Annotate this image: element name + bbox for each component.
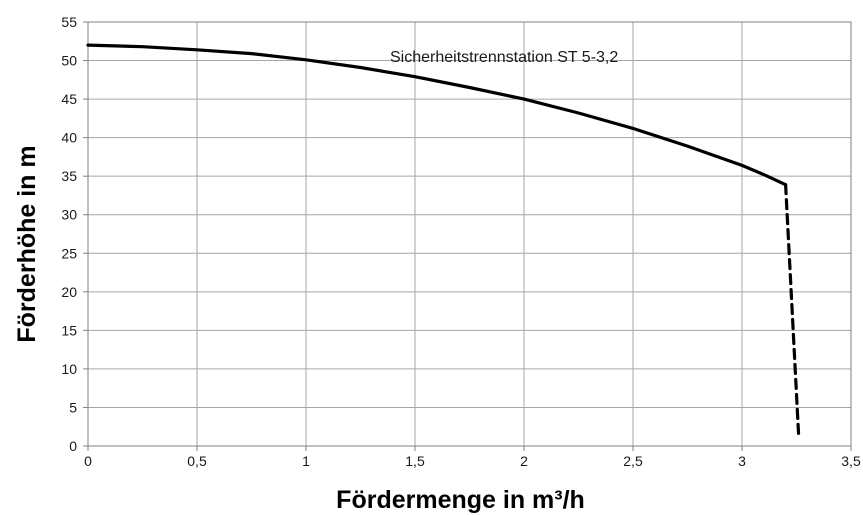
x-axis-title: Fördermenge in m³/h: [336, 486, 585, 514]
y-tick-label: 10: [61, 361, 77, 377]
y-tick-label: 35: [61, 168, 77, 184]
x-tick-label: 3,5: [841, 453, 861, 469]
x-axis-ticks: 0 0,5 1 1,5 2 2,5 3 3,5: [84, 446, 861, 469]
y-tick-label: 40: [61, 130, 77, 146]
curve-annotation: Sicherheitstrennstation ST 5-3,2: [390, 49, 618, 66]
y-axis-title: Förderhöhe in m: [13, 145, 41, 342]
x-tick-label: 1,5: [405, 453, 425, 469]
x-tick-label: 0: [84, 453, 92, 469]
x-tick-label: 2: [520, 453, 528, 469]
y-tick-label: 55: [61, 14, 77, 30]
plot-area-frame: [87, 21, 852, 447]
y-tick-label: 5: [69, 399, 77, 415]
y-axis-ticks: 0 5 10 15 20 25 30 35 40 45 50 55: [61, 14, 88, 454]
y-tick-label: 20: [61, 284, 77, 300]
x-tick-label: 0,5: [187, 453, 207, 469]
y-tick-label: 0: [69, 438, 77, 454]
y-tick-label: 25: [61, 245, 77, 261]
series-line-solid: [86, 43, 788, 187]
x-tick-label: 3: [738, 453, 746, 469]
series-line-dashed: [783, 183, 801, 439]
y-tick-label: 50: [61, 53, 77, 69]
series-group: [86, 43, 801, 439]
y-tick-label: 15: [61, 322, 77, 338]
y-tick-label: 30: [61, 207, 77, 223]
x-tick-label: 2,5: [623, 453, 643, 469]
grid: [87, 21, 852, 447]
x-tick-label: 1: [302, 453, 310, 469]
y-tick-label: 45: [61, 91, 77, 107]
